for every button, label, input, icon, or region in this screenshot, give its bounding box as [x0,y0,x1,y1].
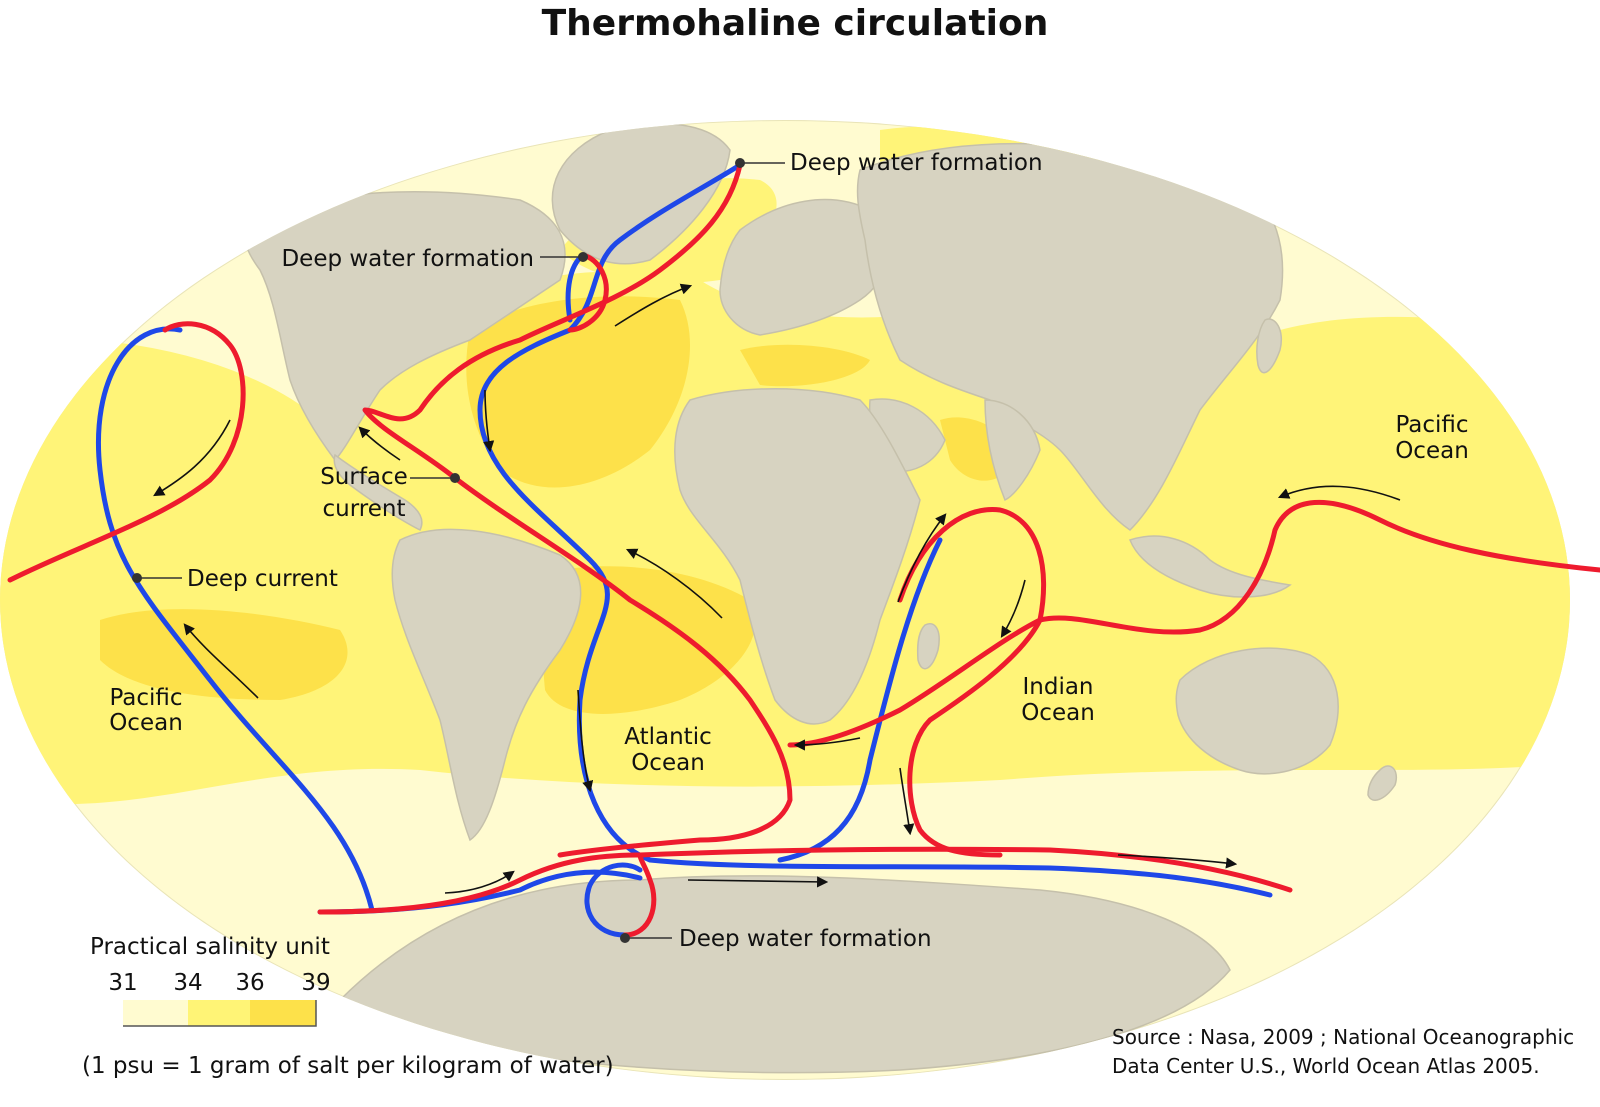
marker-deep-water-south [620,933,630,943]
surface-current-labrador [567,252,609,333]
surface-current-indian [787,499,1600,748]
surface-current-agulhas-loop [897,507,1047,858]
deep-current-pacific [96,326,375,913]
surface-current-pacific-loop [7,321,246,583]
flow-arrow [897,513,947,603]
marker-deep-current [132,573,142,583]
source-line-2: Data Center U.S., World Ocean Atlas 2005… [1112,1054,1540,1078]
continents [244,122,1397,1074]
flow-arrows [153,283,1401,894]
label-deep-water-formation-south: Deep water formation [679,926,932,952]
south-america [391,528,582,842]
north-america [244,191,566,462]
surface-currents [7,162,1600,938]
madagascar [916,623,940,670]
africa [674,388,921,725]
flow-arrow [483,389,495,453]
legend-title: Practical salinity unit [90,934,330,960]
marker-deep-water-north [735,158,745,168]
marker-surface-current [450,473,460,483]
flow-arrow [899,767,915,836]
flow-arrow [444,870,515,894]
deep-current-atlantic [477,162,1273,898]
flow-arrow [793,737,861,751]
legend-swatch-34-36 [188,1000,250,1026]
legend-tick-36: 36 [235,970,264,996]
label-indian-2: Ocean [1021,700,1095,726]
flow-arrow [687,876,829,888]
southeast-asia [1129,535,1292,598]
map-title: Thermohaline circulation [542,3,1049,44]
deep-current-weddell [584,862,643,938]
surface-current-gulf-stream [362,162,793,858]
label-deep-water-formation-north: Deep water formation [790,150,1043,176]
label-pacific-west-1: Pacific [109,685,182,711]
map-labels: Deep water formation Deep water formatio… [109,150,1469,952]
flow-arrow [153,419,231,497]
flow-arrow [1117,854,1238,869]
label-deep-water-formation-labrador: Deep water formation [281,246,534,272]
label-deep-current: Deep current [187,566,338,592]
surface-current-weddell [622,852,657,938]
deep-current-indian [777,537,943,863]
surface-current-circumpolar [317,846,1293,915]
legend-tick-34: 34 [173,970,202,996]
legend-note: (1 psu = 1 gram of salt per kilogram of … [82,1053,614,1079]
marker-deep-water-labrador [578,252,588,262]
source-credit: Source : Nasa, 2009 ; National Oceanogra… [1112,1025,1574,1078]
flow-arrow [358,426,401,461]
deep-currents [96,162,1273,938]
label-pacific-east-1: Pacific [1395,412,1468,438]
indian-subcontinent [984,399,1041,502]
label-atlantic-2: Ocean [631,750,705,776]
legend-tick-31: 31 [108,970,137,996]
flow-arrow [1277,485,1401,501]
label-pacific-west-2: Ocean [109,710,183,736]
salinity-legend: Practical salinity unit 31 34 36 39 (1 p… [82,934,614,1079]
legend-tick-39: 39 [301,970,330,996]
new-zealand [1367,765,1397,801]
flow-arrow [614,283,693,327]
flow-arrow [625,548,723,619]
label-surface-current-1: Surface [320,464,408,490]
flow-arrow [183,623,259,699]
legend-swatch-31-34 [123,1000,188,1026]
label-indian-1: Indian [1022,674,1093,700]
label-atlantic-1: Atlantic [624,724,711,750]
label-pacific-east-2: Ocean [1395,438,1469,464]
flow-arrow [577,689,594,793]
flow-arrow [1000,579,1026,638]
legend-swatch-36-39 [250,1000,316,1026]
label-surface-current-2: current [323,496,406,522]
australia [1175,647,1339,775]
europe [719,198,889,336]
japan [1256,318,1282,374]
greenland [551,122,731,265]
source-line-1: Source : Nasa, 2009 ; National Oceanogra… [1112,1025,1574,1049]
central-america [333,453,423,532]
markers [132,158,785,943]
